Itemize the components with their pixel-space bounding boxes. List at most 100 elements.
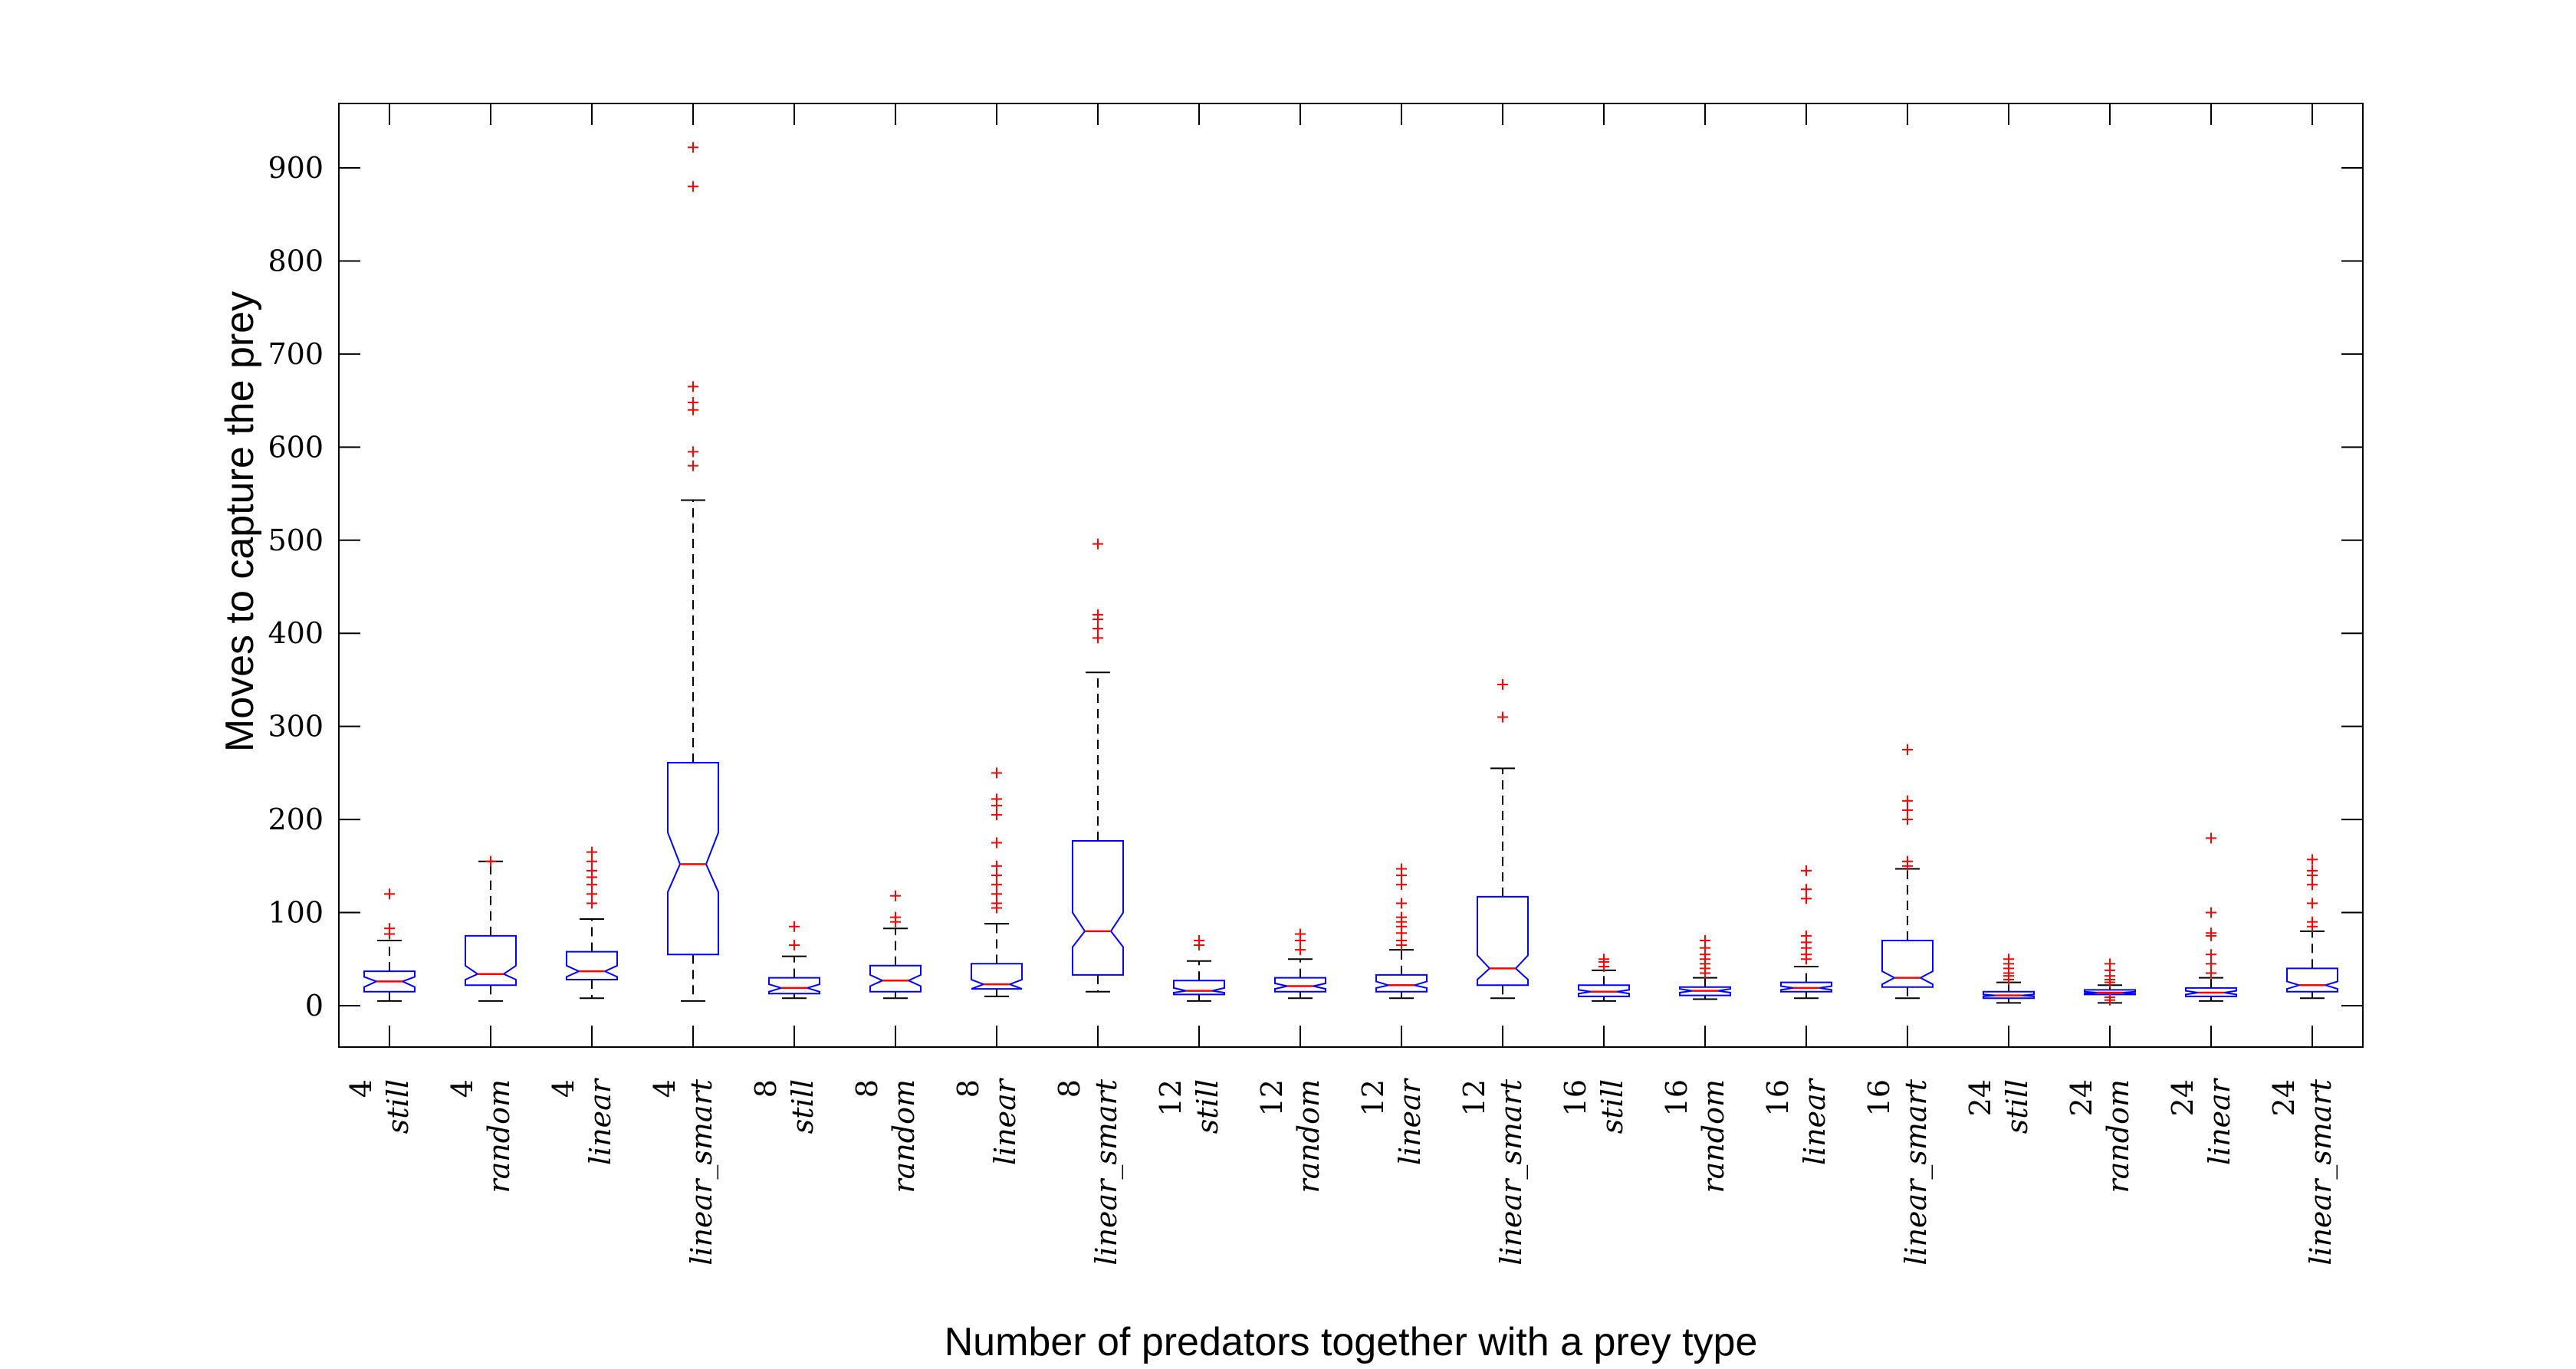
x-category-label: 12 random (1255, 1079, 1326, 1193)
category-count-label: 8 (749, 1079, 783, 1098)
x-category-label: 16 linear_smart (1862, 1078, 1934, 1265)
box-group (1173, 934, 1225, 1002)
category-count-label: 4 (547, 1079, 580, 1098)
outlier-marker (2206, 832, 2216, 844)
category-prey-label: still (1595, 1079, 1629, 1134)
outlier-marker (1902, 795, 1913, 806)
outlier-marker (2307, 854, 2318, 865)
outlier-marker (1497, 711, 1508, 723)
category-prey-label: still (2000, 1079, 2034, 1134)
outlier-marker (991, 809, 1002, 821)
outlier-marker (1092, 623, 1103, 635)
box-group (1983, 954, 2035, 1004)
x-category-label: 16 linear (1761, 1077, 1832, 1165)
x-category-label: 8 still (749, 1079, 820, 1134)
box-group (363, 888, 416, 1002)
outlier-marker (2307, 898, 2318, 909)
category-count-label: 8 (1053, 1079, 1086, 1098)
outlier-marker (1801, 884, 1812, 895)
category-prey-label: linear_smart (2304, 1078, 2338, 1265)
y-tick-label: 200 (268, 803, 324, 836)
x-category-label: 16 random (1660, 1079, 1730, 1193)
outlier-marker (1092, 632, 1103, 644)
category-prey-label: linear (2203, 1077, 2236, 1165)
outlier-marker (485, 855, 496, 867)
notched-box (1072, 840, 1124, 976)
category-count-label: 8 (951, 1079, 985, 1098)
box-group (1375, 863, 1428, 1000)
outlier-marker (2307, 879, 2318, 891)
outlier-marker (384, 923, 395, 934)
x-category-label: 12 still (1154, 1079, 1224, 1134)
box-group (1780, 865, 1832, 1000)
x-category-label: 24 random (2065, 1079, 2135, 1193)
category-count-label: 24 (2267, 1079, 2301, 1116)
box-group (566, 846, 618, 1000)
plot-area (338, 103, 2364, 1048)
notched-box (1375, 973, 1428, 993)
box-group (2286, 854, 2338, 1000)
outlier-marker (1801, 930, 1812, 941)
notched-box (566, 950, 618, 980)
y-tick-label: 900 (268, 151, 324, 185)
outlier-marker (1396, 911, 1407, 923)
x-category-label: 12 linear_smart (1457, 1078, 1529, 1265)
outlier-marker (2307, 865, 2318, 876)
outlier-marker (688, 446, 698, 458)
outlier-marker (1396, 898, 1407, 909)
outlier-marker (586, 846, 597, 858)
notched-box (1881, 940, 1934, 988)
outlier-marker (890, 911, 901, 923)
outlier-marker (586, 855, 597, 867)
outlier-marker (2206, 967, 2216, 979)
x-category-label: 24 linear (2166, 1077, 2236, 1165)
outlier-marker (991, 879, 1002, 891)
outlier-marker (789, 940, 800, 951)
outlier-marker (1902, 804, 1913, 816)
y-tick-label: 800 (268, 244, 324, 277)
category-prey-label: still (786, 1079, 820, 1134)
category-count-label: 12 (1255, 1079, 1289, 1116)
box-group (667, 142, 719, 1002)
category-prey-label: linear (1798, 1077, 1832, 1165)
box-group (869, 890, 922, 1000)
category-prey-label: random (887, 1079, 921, 1193)
box-group (1477, 679, 1529, 1000)
outlier-marker (384, 888, 395, 900)
box-group (2185, 832, 2237, 1002)
outlier-marker (688, 381, 698, 392)
x-category-label: 24 linear_smart (2267, 1078, 2338, 1265)
outlier-marker (991, 793, 1002, 805)
category-prey-label: linear_smart (1089, 1078, 1124, 1265)
category-count-label: 12 (1457, 1079, 1491, 1116)
outlier-marker (2307, 916, 2318, 927)
x-category-label: 16 still (1559, 1079, 1629, 1134)
category-prey-label: still (1191, 1079, 1224, 1134)
outlier-marker (991, 837, 1002, 849)
outlier-marker (1700, 934, 1710, 946)
category-prey-label: still (381, 1079, 415, 1134)
category-count-label: 12 (1154, 1079, 1188, 1116)
outlier-marker (1902, 744, 1913, 756)
notched-box (1578, 984, 1630, 997)
box-group (1072, 538, 1124, 993)
category-count-label: 16 (1761, 1079, 1795, 1116)
y-tick-label: 500 (268, 524, 324, 557)
outlier-marker (1801, 893, 1812, 904)
category-prey-label: linear (988, 1077, 1022, 1165)
category-count-label: 12 (1356, 1079, 1390, 1116)
outlier-marker (1295, 944, 1306, 956)
outlier-marker (2206, 958, 2216, 970)
notched-box (768, 977, 820, 995)
outlier-marker (688, 397, 698, 409)
notched-box (465, 934, 517, 987)
category-prey-label: linear_smart (1494, 1078, 1529, 1265)
axes-frame (338, 103, 2364, 1048)
notched-box (971, 963, 1023, 990)
x-category-label: 8 random (850, 1079, 921, 1193)
box-group (1881, 744, 1934, 1000)
notched-box (1679, 986, 1731, 996)
outlier-marker (1194, 934, 1204, 946)
outlier-marker (2206, 907, 2216, 918)
